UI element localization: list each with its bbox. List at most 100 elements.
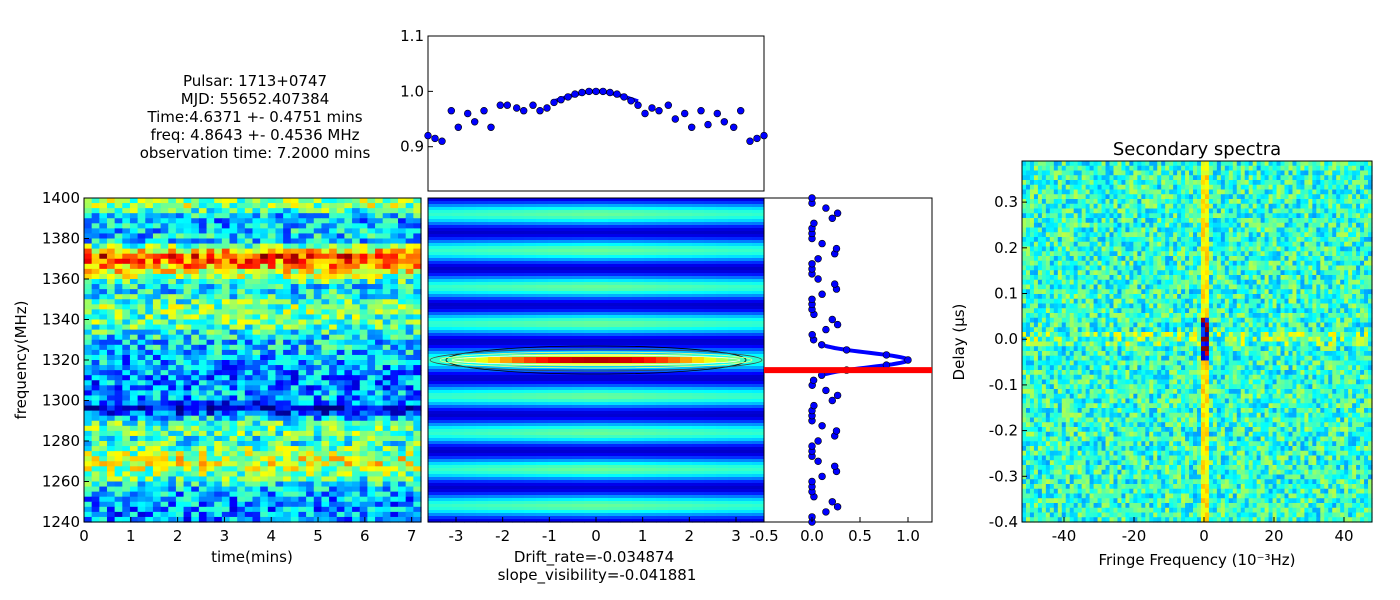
dynamic-spectrum-cell [405, 299, 414, 305]
dynamic-spectrum-cell [390, 456, 399, 462]
dynamic-spectrum-cell [359, 496, 368, 503]
dynamic-spectrum-cell [398, 486, 407, 493]
autocorrelation-cell [536, 216, 549, 220]
autocorrelation-cell [428, 426, 441, 430]
dynamic-spectrum-cell [145, 273, 154, 280]
dynamic-spectrum-cell [99, 273, 108, 280]
dynamic-spectrum-cell [359, 263, 368, 270]
dynamic-spectrum-cell [106, 273, 116, 280]
dynamic-spectrum-cell [321, 349, 330, 356]
autocorrelation-cell [632, 375, 645, 379]
autocorrelation-cell [644, 408, 657, 412]
dynamic-spectrum-cell [237, 430, 246, 437]
dynamic-spectrum-cell [275, 476, 284, 483]
dynamic-spectrum-cell [367, 506, 376, 513]
dynamic-spectrum-cell [237, 218, 246, 224]
dynamic-spectrum-cell [260, 446, 269, 452]
dynamic-spectrum-cell [283, 435, 292, 442]
autocorrelation-cell [704, 411, 717, 415]
autocorrelation-cell [512, 399, 525, 403]
autocorrelation-cell [488, 402, 501, 406]
dynamic-spectrum-cell [367, 304, 376, 310]
autocorrelation-cell [560, 261, 573, 265]
autocorrelation-cell [680, 345, 693, 349]
autocorrelation-cell [488, 357, 501, 361]
dynamic-spectrum-cell [413, 496, 422, 503]
autocorrelation-cell [728, 366, 741, 370]
autocorrelation-cell [668, 387, 681, 391]
autocorrelation-cell [464, 420, 477, 424]
autocorrelation-cell [728, 330, 741, 334]
dynamic-spectrum-cell [191, 314, 200, 321]
dynamic-spectrum-cell [267, 314, 277, 321]
autocorrelation-cell [656, 324, 669, 328]
dynamic-spectrum-cell [183, 476, 192, 483]
dynamic-spectrum-cell [321, 435, 330, 442]
autocorrelation-cell [464, 258, 477, 262]
dynamic-spectrum-cell [313, 466, 323, 472]
autocorrelation-cell [464, 267, 477, 271]
dynamic-spectrum-cell [375, 410, 384, 417]
dynamic-spectrum-cell [244, 451, 254, 457]
dynamic-spectrum-cell [321, 334, 330, 341]
dynamic-spectrum-cell [298, 435, 307, 442]
dynamic-spectrum-cell [382, 370, 391, 376]
dynamic-spectrum-cell [344, 233, 353, 240]
autocorrelation-cell [476, 231, 489, 235]
autocorrelation-cell [740, 360, 753, 364]
autocorrelation-cell [692, 297, 705, 301]
dynamic-spectrum-cell [375, 238, 384, 245]
dynamic-spectrum-cell [267, 390, 277, 397]
autocorrelation-cell [596, 249, 609, 253]
autocorrelation-cell [488, 297, 501, 301]
autocorrelation-cell [680, 393, 693, 397]
autocorrelation-cell [584, 273, 597, 277]
dynamic-spectrum-cell [183, 360, 192, 366]
dynamic-spectrum-cell [175, 446, 185, 452]
autocorrelation-cell [476, 204, 489, 208]
dynamic-spectrum-cell [168, 370, 177, 376]
autocorrelation-cell [752, 285, 765, 289]
dynamic-spectrum-cell [229, 501, 238, 508]
dynamic-spectrum-cell [183, 446, 192, 452]
autocorrelation-cell [728, 276, 741, 280]
autocorrelation-cell [728, 246, 741, 250]
autocorrelation-cell [632, 273, 645, 277]
dynamic-spectrum-cell [137, 284, 146, 290]
dynamic-spectrum-cell [99, 334, 108, 341]
dynamic-spectrum-cell [229, 258, 238, 265]
autocorrelation-cell [728, 261, 741, 265]
dynamic-spectrum-cell [84, 506, 93, 513]
dynamic-spectrum-cell [359, 314, 368, 321]
autocorrelation-cell [704, 306, 717, 310]
dynamic-spectrum-cell [122, 314, 131, 321]
autocorrelation-cell [524, 228, 537, 232]
autocorrelation-cell [632, 240, 645, 244]
dynamic-spectrum-cell [106, 425, 116, 432]
autocorrelation-cell [488, 405, 501, 409]
dynamic-spectrum-cell [405, 294, 414, 300]
dynamic-spectrum-cell [244, 476, 254, 483]
autocorrelation-cell [476, 249, 489, 253]
dynamic-spectrum-cell [114, 218, 123, 224]
dynamic-spectrum-cell [198, 304, 208, 310]
dynamic-spectrum-cell [367, 258, 376, 265]
dynamic-spectrum-cell [206, 466, 215, 472]
autocorrelation-cell [704, 327, 717, 331]
autocorrelation-cell [548, 399, 561, 403]
dynamic-spectrum-cell [313, 441, 323, 447]
dynamic-spectrum-cell [237, 410, 246, 417]
autocorrelation-cell [500, 420, 513, 424]
dynamic-spectrum-cell [260, 284, 269, 290]
autocorrelation-cell [704, 261, 717, 265]
dynamic-spectrum-cell [84, 243, 93, 250]
dynamic-spectrum-cell [129, 253, 139, 260]
dynamic-spectrum-cell [321, 441, 330, 447]
autocorrelation-cell [572, 228, 585, 232]
autocorrelation-cell [524, 261, 537, 265]
autocorrelation-cell [632, 387, 645, 391]
autocorrelation-cell [620, 285, 633, 289]
autocorrelation-cell [644, 288, 657, 292]
autocorrelation-cell [716, 210, 729, 214]
dynamic-spectrum-cell [160, 294, 169, 300]
